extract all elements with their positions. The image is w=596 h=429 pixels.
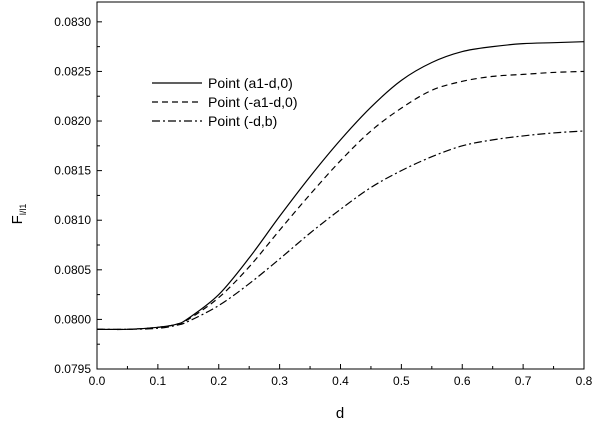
y-tick-label: 0.0830 [54,15,91,29]
x-tick-label: 0.0 [89,374,106,388]
series-line-2 [96,70,585,331]
series-line-1 [96,41,585,331]
y-tick-label: 0.0810 [54,213,91,227]
y-tick-label: 0.0815 [54,164,91,178]
y-tick-label: 0.0800 [54,312,91,326]
y-axis: 0.0795 0.0800 0.0805 0.0810 0.0815 0.0820 0.08… [54,15,102,376]
y-axis-label: Fl/l1 [9,204,28,225]
x-tick-label: 0.7 [515,374,532,388]
x-tick-label: 0.1 [150,374,167,388]
y-tick-label: 0.0820 [54,114,91,128]
y-axis-label-subscript: l/l1 [18,204,28,216]
legend-label-3: Point (-d,b) [208,113,277,129]
legend: Point (a1-d,0) Point (-a1-d,0) Point (-d,b… [152,75,297,129]
legend-label-1: Point (a1-d,0) [208,75,293,91]
plot-area [96,1,585,370]
x-tick-label: 0.5 [393,374,410,388]
series-line-3 [96,130,585,330]
x-axis-label: d [336,405,344,422]
legend-label-2: Point (-a1-d,0) [208,94,297,110]
x-tick-label: 0.2 [210,374,227,388]
x-tick-label: 0.4 [332,374,349,388]
x-tick-label: 0.8 [576,374,593,388]
x-tick-label: 0.6 [454,374,471,388]
x-axis: 0.0 0.1 0.2 0.3 0.4 0.5 0.6 0.7 0.8 [89,364,593,388]
y-axis-label-main: F [9,215,26,224]
series-layer [96,41,585,331]
x-tick-label: 0.3 [271,374,288,388]
y-tick-label: 0.0795 [54,362,91,376]
y-tick-label: 0.0825 [54,64,91,78]
y-tick-label: 0.0805 [54,263,91,277]
